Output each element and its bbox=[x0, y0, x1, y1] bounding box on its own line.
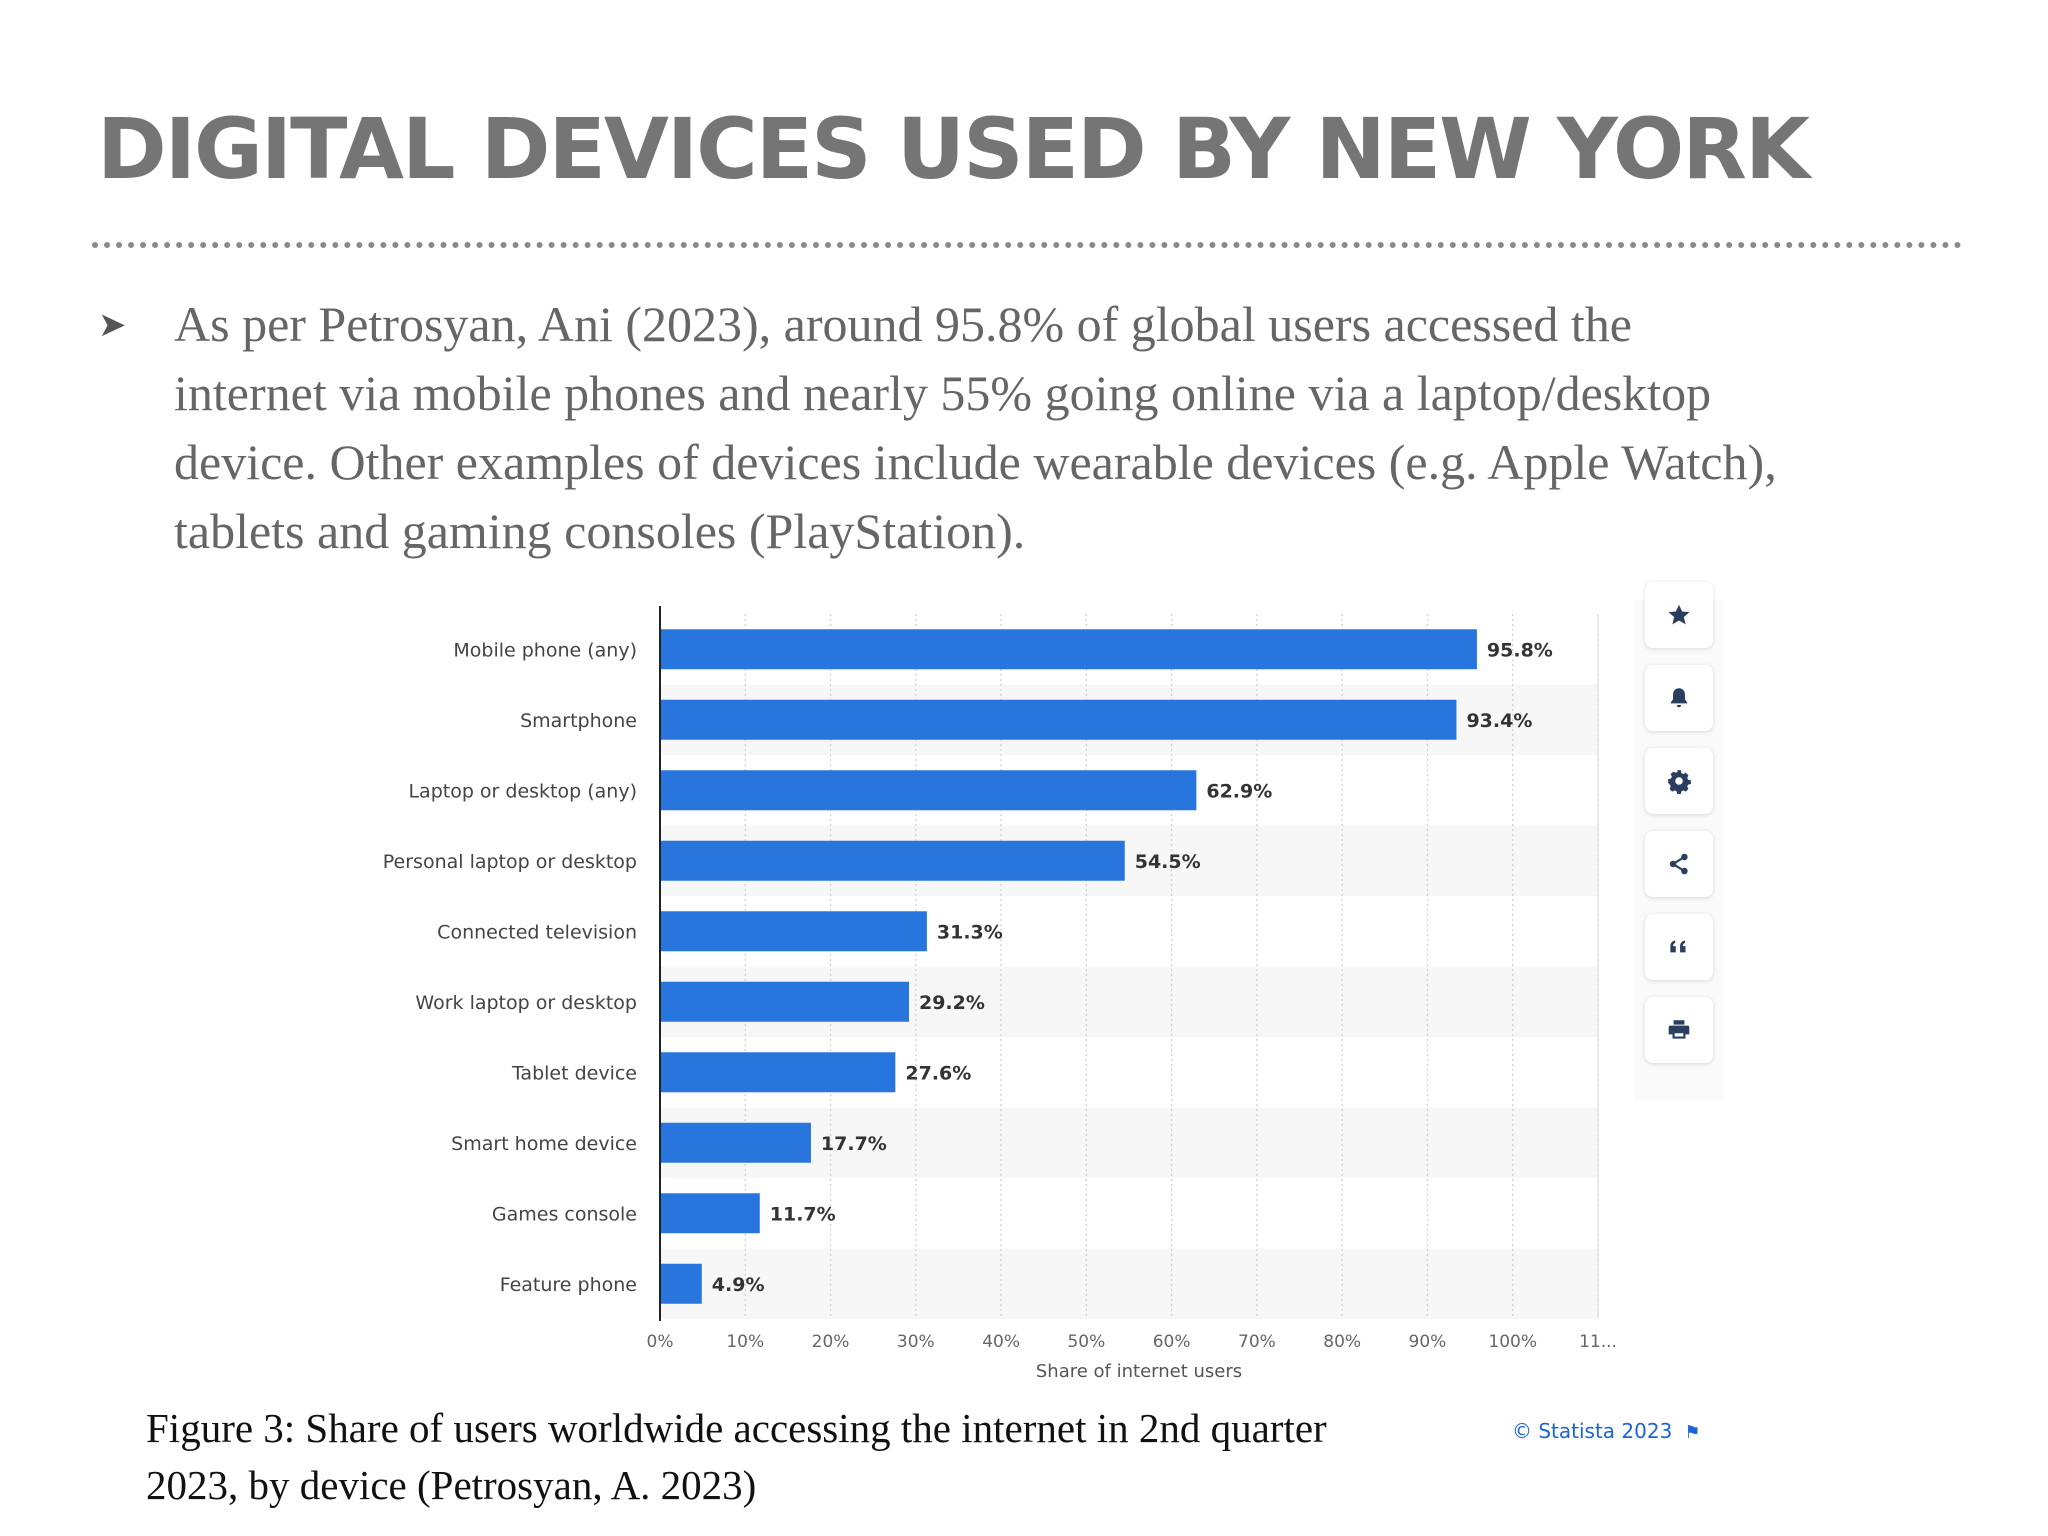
bar bbox=[660, 840, 1125, 881]
category-label: Games console bbox=[492, 1203, 637, 1225]
category-label: Tablet device bbox=[511, 1062, 637, 1084]
bullet-line: As per Petrosyan, Ani (2023), around 95.… bbox=[174, 296, 1632, 352]
arrow-bullet-icon: ➤ bbox=[98, 305, 127, 345]
bar bbox=[660, 629, 1477, 670]
x-tick-label: 0% bbox=[647, 1332, 674, 1352]
x-tick-label: 40% bbox=[982, 1332, 1020, 1352]
x-tick-label: 11... bbox=[1579, 1332, 1617, 1352]
x-tick-label: 90% bbox=[1409, 1332, 1447, 1352]
category-label: Laptop or desktop (any) bbox=[408, 780, 637, 802]
quote-icon bbox=[1670, 940, 1686, 953]
category-label: Smart home device bbox=[451, 1133, 637, 1155]
category-label: Personal laptop or desktop bbox=[383, 851, 637, 873]
favorite-button[interactable] bbox=[1645, 582, 1713, 648]
star-icon bbox=[1668, 604, 1690, 625]
bullet-line: tablets and gaming consoles (PlayStation… bbox=[174, 503, 1026, 559]
share-button[interactable] bbox=[1645, 831, 1713, 897]
settings-button[interactable] bbox=[1645, 748, 1713, 814]
value-label: 11.7% bbox=[770, 1203, 836, 1225]
figure-caption: Figure 3: Share of users worldwide acces… bbox=[146, 1400, 1327, 1514]
bell-icon bbox=[1670, 688, 1688, 708]
x-tick-label: 20% bbox=[812, 1332, 850, 1352]
value-label: 62.9% bbox=[1206, 780, 1272, 802]
value-label: 54.5% bbox=[1135, 851, 1201, 873]
cite-button[interactable] bbox=[1645, 914, 1713, 980]
credit-text: © Statista 2023 bbox=[1512, 1419, 1673, 1443]
dotted-divider bbox=[92, 242, 1962, 248]
bar bbox=[660, 911, 927, 952]
x-tick-label: 100% bbox=[1488, 1332, 1537, 1352]
category-label: Mobile phone (any) bbox=[453, 639, 637, 661]
bar bbox=[660, 1193, 760, 1234]
value-label: 29.2% bbox=[919, 992, 985, 1014]
x-axis-title: Share of internet users bbox=[1036, 1361, 1242, 1382]
caption-line: 2023, by device (Petrosyan, A. 2023) bbox=[146, 1462, 757, 1508]
bullet-line: internet via mobile phones and nearly 55… bbox=[174, 365, 1712, 421]
value-label: 4.9% bbox=[712, 1274, 765, 1296]
flag-icon: ⚑ bbox=[1684, 1422, 1701, 1443]
x-tick-label: 10% bbox=[726, 1332, 764, 1352]
print-button[interactable] bbox=[1645, 997, 1713, 1063]
bar bbox=[660, 1122, 811, 1163]
notification-button[interactable] bbox=[1645, 665, 1713, 731]
value-label: 93.4% bbox=[1466, 710, 1532, 732]
bullet-text: As per Petrosyan, Ani (2023), around 95.… bbox=[174, 290, 1974, 566]
bullet-line: device. Other examples of devices includ… bbox=[174, 434, 1777, 490]
value-label: 31.3% bbox=[937, 921, 1003, 943]
category-label: Feature phone bbox=[500, 1274, 637, 1296]
x-tick-label: 30% bbox=[897, 1332, 935, 1352]
x-tick-label: 50% bbox=[1067, 1332, 1105, 1352]
value-label: 95.8% bbox=[1487, 639, 1553, 661]
x-tick-label: 60% bbox=[1153, 1332, 1191, 1352]
x-tick-label: 70% bbox=[1238, 1332, 1276, 1352]
bar bbox=[660, 1263, 702, 1304]
bar bbox=[660, 1052, 896, 1093]
print-icon bbox=[1668, 1020, 1690, 1039]
statista-credit[interactable]: © Statista 2023 ⚑ bbox=[1512, 1419, 1700, 1443]
value-label: 27.6% bbox=[905, 1062, 971, 1084]
gear-icon bbox=[1668, 770, 1691, 794]
category-label: Work laptop or desktop bbox=[415, 992, 637, 1014]
row-band bbox=[660, 1107, 1598, 1178]
caption-line: Figure 3: Share of users worldwide acces… bbox=[146, 1405, 1327, 1451]
x-tick-label: 80% bbox=[1323, 1332, 1361, 1352]
category-label: Connected television bbox=[437, 921, 637, 943]
slide-title: DIGITAL DEVICES USED BY NEW YORK bbox=[97, 100, 1810, 198]
row-band bbox=[660, 1248, 1598, 1319]
share-icon bbox=[1669, 853, 1688, 875]
bar bbox=[660, 770, 1197, 811]
bar bbox=[660, 699, 1457, 740]
category-label: Smartphone bbox=[520, 710, 637, 732]
value-label: 17.7% bbox=[821, 1133, 887, 1155]
bar bbox=[660, 981, 909, 1022]
